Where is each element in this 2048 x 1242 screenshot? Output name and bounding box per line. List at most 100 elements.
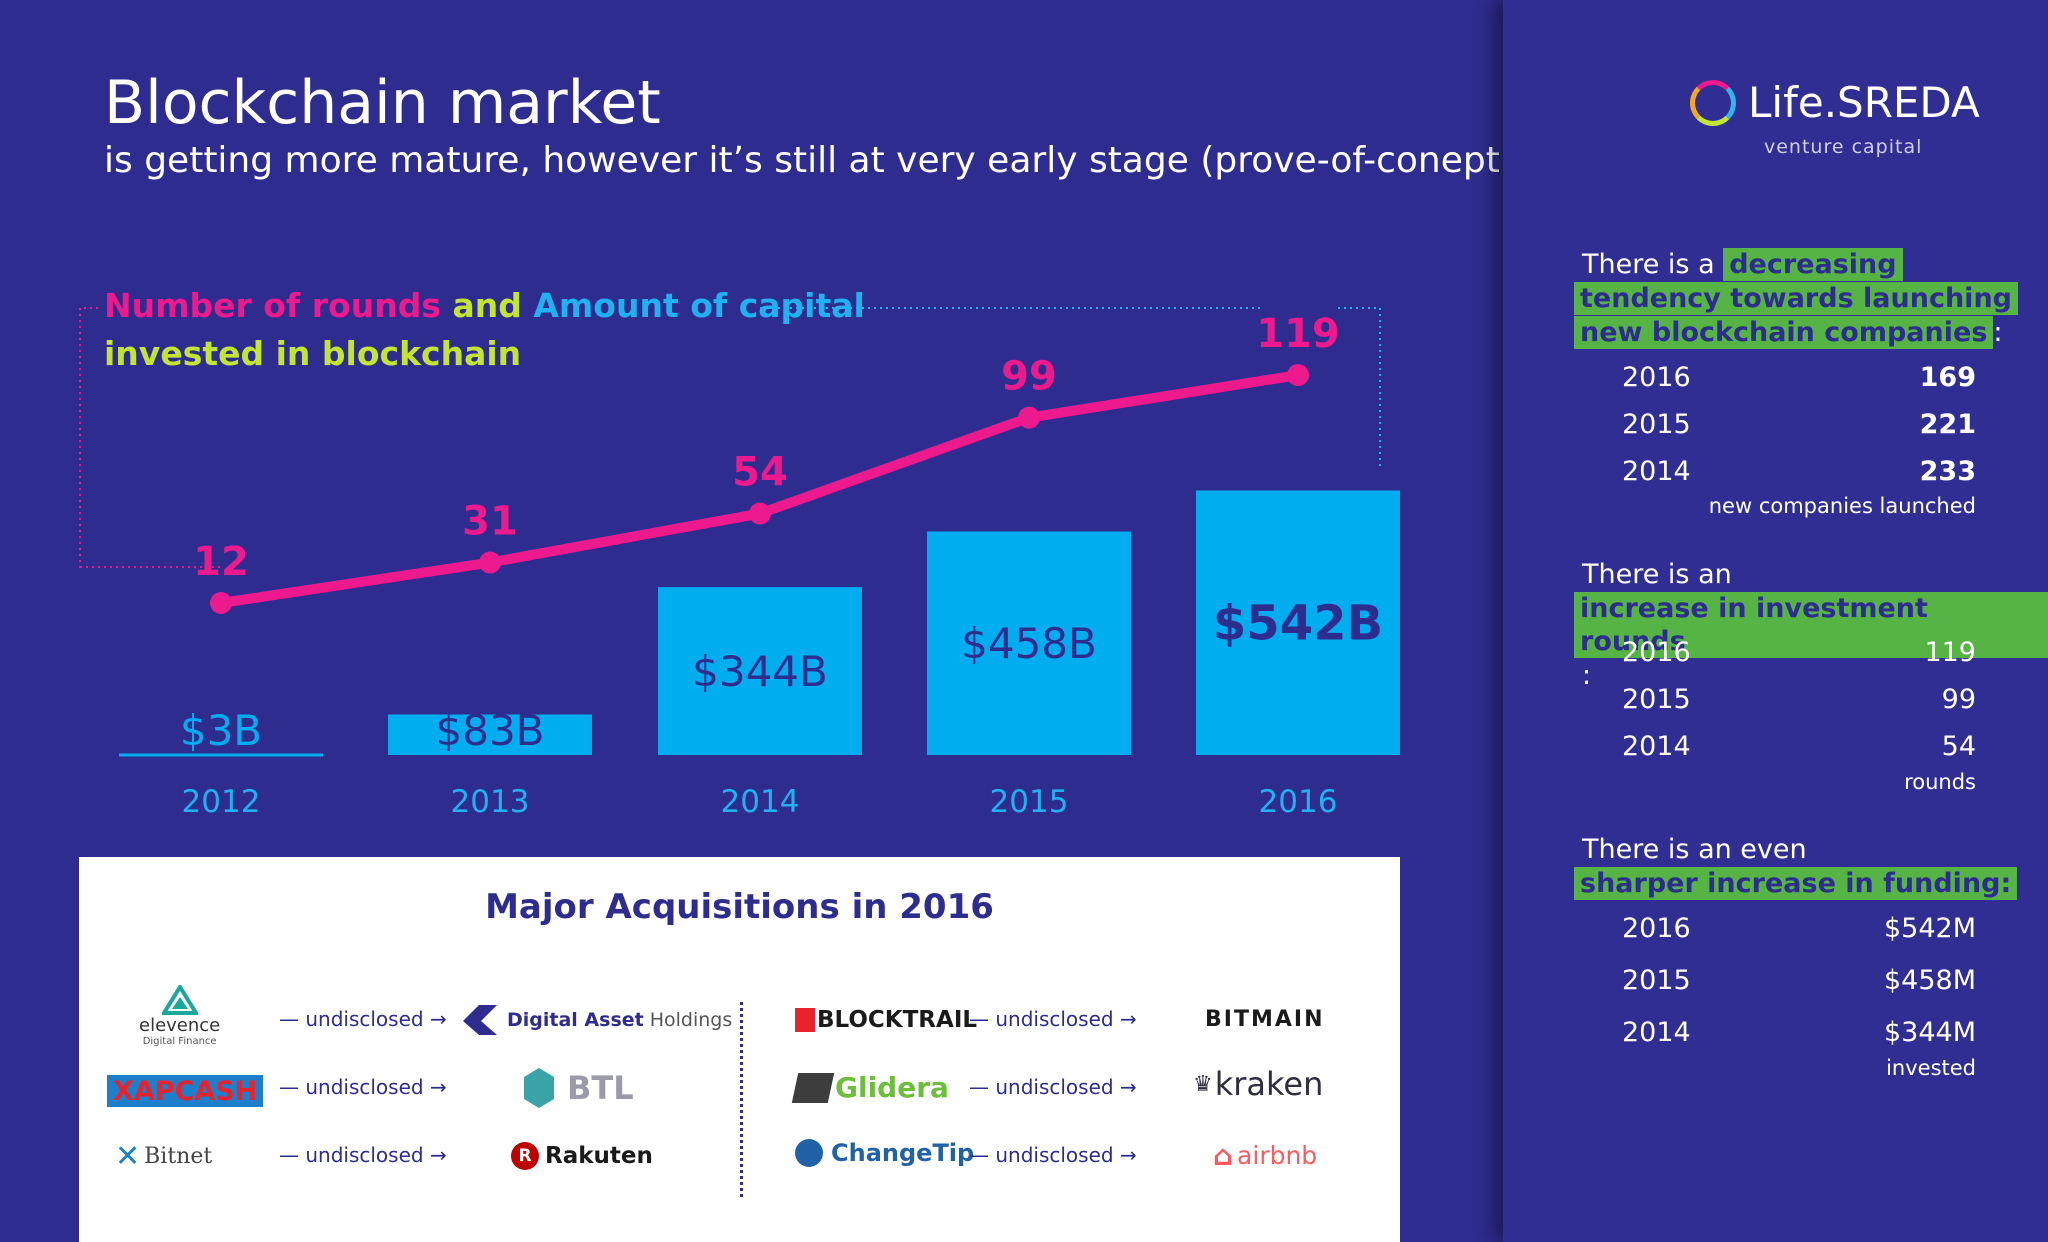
digital-asset-icon [463,1005,497,1035]
acquisitions-divider [740,1002,743,1197]
airbnb-icon: ⌂ [1213,1139,1234,1172]
s2-row: 2015 99 [1622,684,1976,715]
s2-colon: : [1582,660,1592,691]
rounds-value-label: 12 [193,539,249,585]
blocktrail-name: BLOCKTRAIL [817,1007,978,1033]
kraken-icon: ♛ [1193,1071,1213,1097]
bar-value-label: $344B [692,647,828,696]
arrow-label: — undisclosed → [279,1143,447,1167]
acquisitions-title: Major Acquisitions in 2016 [485,887,994,927]
s2-value: 99 [1941,684,1976,715]
s1-value: 233 [1919,456,1976,487]
heading-rounds: Number of rounds [104,286,441,325]
s3-row: 2016 $542M [1622,913,1976,944]
digital-asset-name: Digital Asset [507,1009,644,1031]
elevence-icon [161,985,198,1015]
page-title: Blockchain market [104,68,661,138]
bitmain-logo: BITMAIN [1205,1007,1324,1032]
s3-row: 2015 $458M [1622,965,1976,996]
bar [927,531,1131,755]
s3-year: 2015 [1622,965,1691,996]
s1-year: 2015 [1622,409,1691,440]
bar-value-label: $542B [1213,596,1383,652]
x-tick-label: 2013 [451,784,530,820]
glidera-logo: Glidera [791,1071,949,1104]
s3-note: invested [1886,1056,1976,1080]
s1-highlight-2: tendency towards launching [1574,282,2018,315]
brand-ring-icon [1690,79,1736,126]
s2-intro: There is an [1582,559,1732,590]
s3-year: 2014 [1622,1017,1691,1048]
heading-capital: Amount of capital [533,286,865,325]
s1-value: 221 [1919,409,1976,440]
s1-highlight-1: decreasing [1723,248,1903,281]
rakuten-name: Rakuten [545,1143,653,1169]
changetip-name: ChangeTip [831,1139,975,1167]
brand-name-left: Life. [1748,78,1838,127]
xapcash-logo: XAPCASH [107,1075,264,1107]
s3-value: $344M [1883,1017,1976,1048]
elevence-sub: Digital Finance [142,1036,217,1047]
s3-value: $458M [1883,965,1976,996]
rounds-point [1018,406,1040,429]
s3-year: 2016 [1622,913,1691,944]
digital-asset-logo: Digital Asset Holdings [459,1003,732,1037]
s2-note: rounds [1904,770,1976,794]
s3-intro: There is an even [1582,834,1807,865]
s2-value: 54 [1941,731,1976,762]
sidebar-section-companies: There is a decreasing tendency towards l… [1574,248,2018,350]
digital-asset-sub: Holdings [649,1009,733,1031]
rounds-point [210,592,232,614]
arrow-label: — undisclosed → [279,1075,447,1099]
page-subtitle: is getting more mature, however it’s sti… [104,140,1514,181]
s1-row: 2016 169 [1622,362,1976,393]
arrow-label: — undisclosed → [969,1007,1137,1031]
s2-row: 2014 54 [1622,731,1976,762]
bar-value-label: $458B [961,619,1097,668]
s1-note: new companies launched [1708,494,1976,518]
s2-year: 2014 [1622,731,1691,762]
changetip-icon [795,1139,823,1167]
glidera-icon [791,1072,835,1103]
bitnet-name: Bitnet [144,1144,213,1169]
s2-year: 2016 [1622,637,1691,668]
x-tick-label: 2016 [1259,784,1338,820]
rounds-value-label: 119 [1256,311,1340,357]
elevence-name: elevence [139,1015,221,1036]
blocktrail-logo: BLOCKTRAIL [795,1007,977,1033]
brand-tagline: venture capital [1764,136,1923,158]
s1-highlight-3: new blockchain companies [1574,316,1994,349]
kraken-name: kraken [1214,1065,1324,1103]
acquisitions-panel: Major Acquisitions in 2016 elevence Digi… [79,857,1400,1242]
airbnb-name: airbnb [1237,1141,1318,1170]
chart-heading: Number of rounds and Amount of capital i… [104,282,865,378]
xapcash-name: XAPCASH [113,1075,258,1107]
brand-name: Life.SREDA [1748,78,1980,127]
rakuten-logo: R Rakuten [511,1142,653,1170]
sidebar-section-funding: There is an even sharper increase in fun… [1574,833,2018,901]
bar [388,714,592,755]
bitnet-icon: ✕ [115,1139,141,1174]
airbnb-logo: ⌂ airbnb [1213,1139,1317,1172]
btl-icon [524,1068,554,1108]
arrow-label: — undisclosed → [279,1007,447,1031]
x-tick-label: 2012 [182,784,261,820]
rounds-value-label: 99 [1001,354,1057,400]
s2-highlight-1: increase in investment rounds [1574,592,2048,658]
heading-line2: invested in blockchain [104,334,522,373]
rounds-point [1287,364,1309,387]
combo-chart: $3B 2012 $83B 2013 $344B 2014 $458B 2015 $542B 20… [79,307,1400,820]
s1-value: 169 [1919,362,1976,393]
heading-and: and [440,286,534,325]
bar-value-label: $83B [436,706,545,755]
s3-row: 2014 $344M [1622,1017,1976,1048]
x-tick-label: 2015 [990,784,1069,820]
blocktrail-icon [795,1008,815,1032]
kraken-logo: ♛ kraken [1193,1065,1323,1103]
s3-highlight-1: sharper increase in funding: [1574,867,2018,900]
elevence-logo: elevence Digital Finance [139,985,220,1047]
x-tick-label: 2014 [721,784,800,820]
s2-year: 2015 [1622,684,1691,715]
rakuten-icon: R [511,1142,539,1170]
s2-value: 119 [1924,637,1976,668]
